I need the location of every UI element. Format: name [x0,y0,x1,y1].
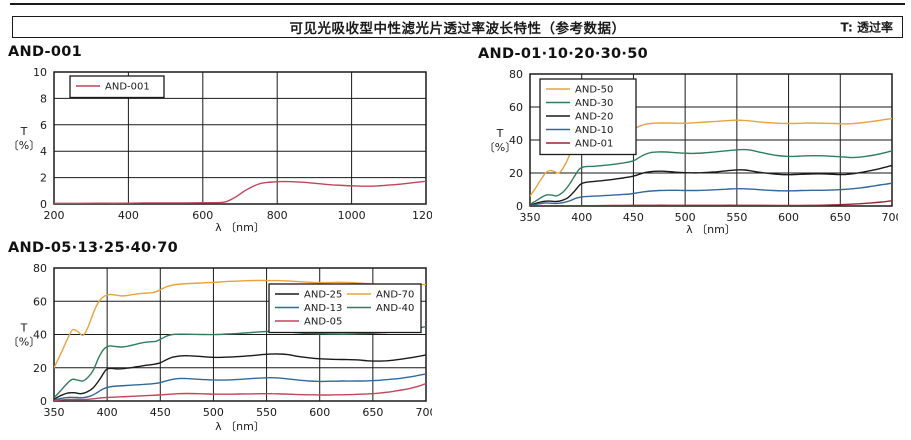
y-tick-label: 40 [509,134,523,147]
y-axis-label: T [20,322,28,335]
page-title: 可见光吸收型中性滤光片透过率波长特性（参考数据） [289,21,626,37]
legend-label-AND-01: AND-01 [575,139,613,150]
series-AND-20 [530,164,892,206]
y-tick-label: 80 [33,262,47,275]
legend-label-AND-001: AND-001 [105,82,150,93]
x-axis-label: λ 〔nm〕 [215,420,265,433]
legend: AND-50 AND-30 AND-20 AND-10 AND-01 [539,78,637,156]
y-tick-label: 20 [509,167,523,180]
y-tick-label: 0 [40,198,47,211]
legend-label-AND-25: AND-25 [304,290,342,301]
series-AND-10 [530,182,892,206]
x-tick-label: 500 [675,211,696,224]
x-tick-label: 200 [44,209,65,222]
series-AND-25 [54,353,426,400]
plot-border [53,71,427,205]
y-tick-label: 80 [509,68,523,81]
x-tick-label: 650 [830,211,851,224]
title-bar: 可见光吸收型中性滤光片透过率波长特性（参考数据） T: 透过率 [12,16,903,38]
y-axis-unit: 〔%〕 [8,336,40,349]
x-tick-label: 350 [44,406,65,419]
chart-heading-and-05-70: AND-05·13·25·40·70 [8,240,179,256]
y-tick-label: 4 [40,145,47,158]
series-AND-70 [54,279,426,369]
y-tick-label: 10 [33,66,47,79]
x-tick-label: 500 [203,406,224,419]
series-AND-001 [54,180,426,204]
x-tick-label: 400 [97,406,118,419]
legend-label-AND-30: AND-30 [575,98,613,109]
x-tick-label: 450 [150,406,171,419]
legend-label-AND-05: AND-05 [304,317,342,328]
chart-heading-and-001: AND-001 [8,44,83,60]
x-tick-label: 600 [778,211,799,224]
series-AND-13 [54,373,426,401]
legend-label-AND-70: AND-70 [376,290,414,301]
y-tick-label: 60 [509,101,523,114]
y-tick-label: 8 [40,92,47,105]
x-tick-label: 600 [192,209,213,222]
x-tick-label: 350 [520,211,541,224]
chart-block-and-01-50: AND-01·10·20·30·50 350 400 450 500 550 600 650… [478,46,898,236]
legend-label-AND-13: AND-13 [304,303,342,314]
x-tick-label: 700 [416,406,433,419]
legend-label-AND-40: AND-40 [376,303,414,314]
top-divider [10,3,905,5]
legend: AND-001 [69,75,165,99]
legend-label-AND-20: AND-20 [575,112,613,123]
x-tick-label: 550 [256,406,277,419]
series-AND-40 [54,325,426,399]
x-axis-label: λ 〔nm〕 [686,223,736,236]
series-AND-01 [530,200,892,206]
series-AND-05 [54,382,426,401]
series-AND-30 [530,148,892,205]
x-tick-label: 450 [623,211,644,224]
plot-border [53,267,427,402]
legend: AND-25 AND-13 AND-05 AND-70 AND-40 [268,283,422,334]
x-tick-label: 700 [882,211,899,224]
x-tick-label: 400 [571,211,592,224]
legend-label-AND-10: AND-10 [575,125,613,136]
x-tick-label: 400 [118,209,139,222]
chart-and-01-50-plot: 350 400 450 500 550 600 650 700 0 20 40 60 80 T〔%〕 λ 〔… [484,68,899,236]
x-axis-label: λ 〔nm〕 [215,221,265,234]
x-tick-label: 550 [726,211,747,224]
y-tick-label: 20 [33,362,47,375]
x-tick-label: 1000 [338,209,366,222]
y-axis-unit: 〔%〕 [484,141,516,154]
y-tick-label: 2 [40,172,47,185]
chart-and-05-70-plot: 350 400 450 500 550 600 650 700 0 20 40 60 80 T〔%〕 λ 〔… [8,262,433,433]
y-tick-label: 0 [40,395,47,408]
x-tick-label: 650 [362,406,383,419]
chart-heading-and-01-50: AND-01·10·20·30·50 [478,46,649,62]
y-tick-label: 60 [33,295,47,308]
y-tick-label: 6 [40,119,47,132]
transmittance-note: T: 透过率 [840,20,893,35]
x-tick-label: 600 [309,406,330,419]
chart-block-and-05-70: AND-05·13·25·40·70 350 400 450 500 550 600 650… [8,240,432,433]
x-tick-label: 800 [267,209,288,222]
y-axis-unit: 〔%〕 [8,139,40,152]
y-tick-label: 40 [33,329,47,342]
y-axis-label: T [496,127,504,140]
y-tick-label: 0 [516,200,523,213]
y-axis-label: T [20,125,28,138]
legend-label-AND-50: AND-50 [575,85,613,96]
